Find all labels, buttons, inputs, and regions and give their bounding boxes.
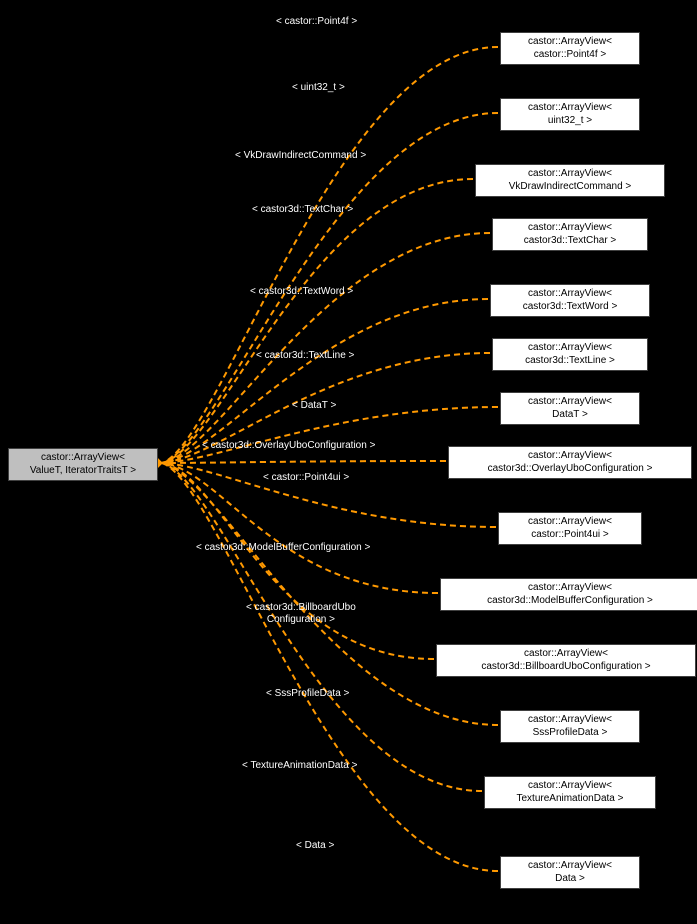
inheritance-edge (162, 299, 488, 463)
edge-label: < uint32_t > (292, 82, 345, 94)
node-line2: castor3d::TextChar > (498, 235, 642, 248)
edge-label: < castor3d::TextWord > (250, 286, 353, 298)
edge-label: < TextureAnimationData > (242, 760, 357, 772)
node-line1: castor::ArrayView< (506, 396, 634, 409)
edge-label: < SssProfileData > (266, 688, 349, 700)
edge-label: < castor3d::OverlayUboConfiguration > (202, 440, 375, 452)
edge-label: < castor3d::TextChar > (252, 204, 353, 216)
node-line1: castor::ArrayView< (490, 780, 650, 793)
node-line2: castor3d::TextWord > (496, 301, 644, 314)
node-line2: DataT > (506, 409, 634, 422)
target-node[interactable]: castor::ArrayView<castor3d::BillboardUbo… (436, 644, 696, 677)
node-line1: castor::ArrayView< (442, 648, 690, 661)
node-line1: castor::ArrayView< (506, 102, 634, 115)
inheritance-edge (162, 233, 490, 463)
node-line1: castor::ArrayView< (498, 342, 642, 355)
node-line1: castor::ArrayView< (506, 860, 634, 873)
node-line1: castor::ArrayView< (446, 582, 694, 595)
node-line1: castor::ArrayView< (496, 288, 644, 301)
inheritance-edge (162, 461, 446, 463)
node-line2: Data > (506, 873, 634, 886)
node-line1: castor::ArrayView< (481, 168, 659, 181)
edge-label: < castor3d::TextLine > (256, 350, 354, 362)
target-node[interactable]: castor::ArrayView<castor::Point4ui > (498, 512, 642, 545)
inheritance-edge (162, 463, 434, 659)
target-node[interactable]: castor::ArrayView<SssProfileData > (500, 710, 640, 743)
target-node[interactable]: castor::ArrayView<Data > (500, 856, 640, 889)
node-line2: castor3d::BillboardUboConfiguration > (442, 661, 690, 674)
node-line2: castor::Point4f > (506, 49, 634, 62)
node-line2: SssProfileData > (506, 727, 634, 740)
edge-label: < Data > (296, 840, 334, 852)
node-line2: uint32_t > (506, 115, 634, 128)
target-node[interactable]: castor::ArrayView<castor3d::OverlayUboCo… (448, 446, 692, 479)
edge-label: < castor::Point4f > (276, 16, 357, 28)
node-line2: VkDrawIndirectCommand > (481, 181, 659, 194)
target-node[interactable]: castor::ArrayView<castor::Point4f > (500, 32, 640, 65)
node-line2: castor3d::OverlayUboConfiguration > (454, 463, 686, 476)
node-line2: castor3d::ModelBufferConfiguration > (446, 595, 694, 608)
target-node[interactable]: castor::ArrayView<VkDrawIndirectCommand … (475, 164, 665, 197)
target-node[interactable]: castor::ArrayView<DataT > (500, 392, 640, 425)
inheritance-edge (162, 463, 482, 791)
edge-label: < VkDrawIndirectCommand > (235, 150, 366, 162)
target-node[interactable]: castor::ArrayView<uint32_t > (500, 98, 640, 131)
inheritance-edge (162, 179, 473, 463)
node-line1: castor::ArrayView< (454, 450, 686, 463)
edge-label: < castor3d::BillboardUboConfiguration > (246, 602, 356, 626)
node-line1: castor::ArrayView< (506, 36, 634, 49)
root-line1: castor::ArrayView< (14, 452, 152, 465)
target-node[interactable]: castor::ArrayView<castor3d::TextChar > (492, 218, 648, 251)
target-node[interactable]: castor::ArrayView<castor3d::TextWord > (490, 284, 650, 317)
node-line1: castor::ArrayView< (504, 516, 636, 529)
edge-label: < castor::Point4ui > (263, 472, 349, 484)
target-node[interactable]: castor::ArrayView<TextureAnimationData > (484, 776, 656, 809)
root-node[interactable]: castor::ArrayView<ValueT, IteratorTraits… (8, 448, 158, 481)
node-line2: castor3d::TextLine > (498, 355, 642, 368)
target-node[interactable]: castor::ArrayView<castor3d::ModelBufferC… (440, 578, 697, 611)
root-line2: ValueT, IteratorTraitsT > (14, 465, 152, 478)
edge-label: < castor3d::ModelBufferConfiguration > (196, 542, 370, 554)
node-line1: castor::ArrayView< (498, 222, 642, 235)
target-node[interactable]: castor::ArrayView<castor3d::TextLine > (492, 338, 648, 371)
node-line1: castor::ArrayView< (506, 714, 634, 727)
node-line2: castor::Point4ui > (504, 529, 636, 542)
edge-label: < DataT > (292, 400, 336, 412)
node-line2: TextureAnimationData > (490, 793, 650, 806)
